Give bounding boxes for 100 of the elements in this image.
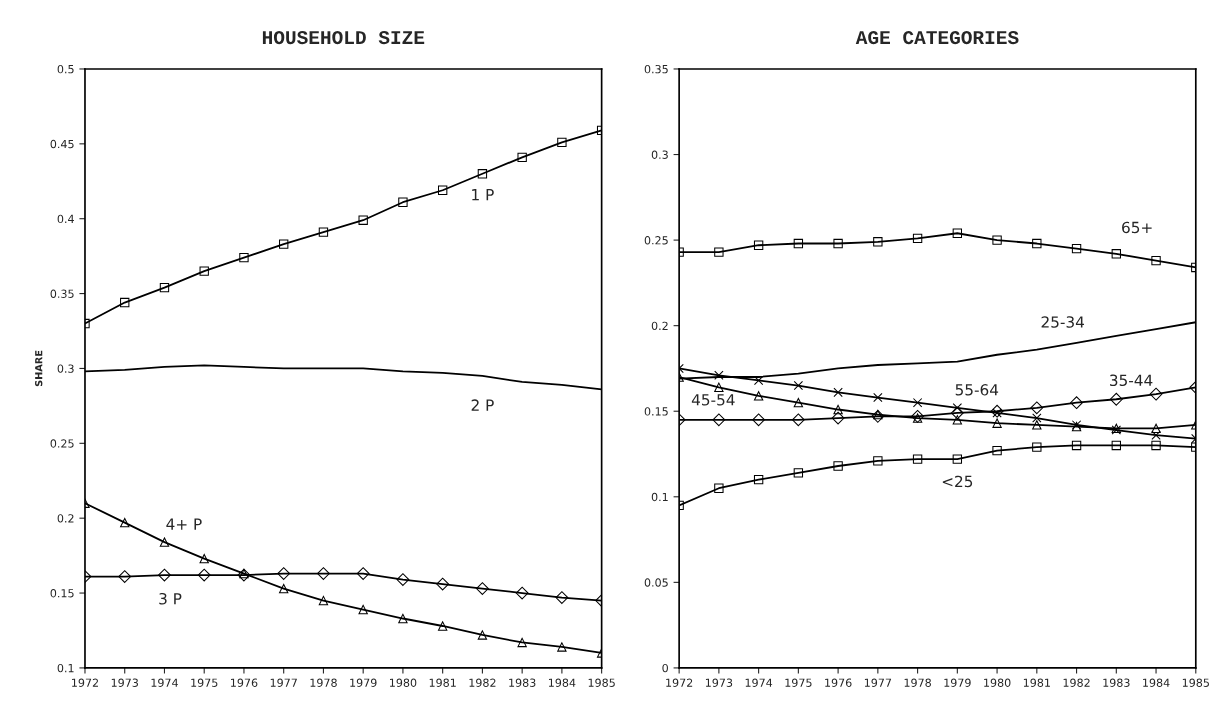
x-tick-label: 1979: [350, 678, 377, 687]
point: [992, 408, 1002, 418]
point: [398, 197, 408, 207]
point: [517, 152, 527, 162]
y-tick-label: 0.2: [651, 321, 668, 331]
point: [714, 247, 724, 257]
point: [1030, 401, 1044, 415]
point: [793, 380, 804, 391]
point: [833, 461, 843, 471]
point: [793, 468, 804, 478]
series-label: 3 P: [159, 592, 182, 605]
x-tick-label: 1980: [390, 678, 417, 687]
x-tick-label: 1983: [509, 678, 536, 687]
series-label: 25-34: [1041, 316, 1085, 328]
point: [475, 582, 489, 595]
x-tick-label: 1976: [231, 678, 258, 687]
y-tick-label: 0.35: [50, 289, 74, 298]
point: [318, 227, 329, 237]
point: [911, 409, 924, 423]
point: [118, 570, 132, 583]
point: [159, 282, 170, 293]
point: [912, 233, 923, 244]
series-label: 65+: [1122, 221, 1152, 234]
point: [317, 567, 330, 580]
x-tick-label: 1983: [1103, 678, 1130, 687]
y-axis-title: SHARE: [35, 350, 43, 387]
y-tick-label: 0.5: [57, 64, 74, 74]
point: [833, 238, 843, 249]
series-label: 45-54: [691, 394, 735, 406]
point: [1109, 392, 1123, 406]
point: [398, 613, 408, 624]
point: [239, 252, 249, 263]
point: [912, 397, 923, 408]
point: [1151, 423, 1161, 434]
point: [358, 604, 368, 615]
point: [1151, 255, 1161, 266]
point: [793, 238, 804, 249]
y-tick-label: 0.4: [57, 214, 74, 224]
point: [952, 228, 963, 238]
point: [950, 406, 964, 420]
point: [358, 215, 368, 225]
point: [873, 392, 883, 403]
x-tick-label: 1984: [548, 678, 576, 687]
x-tick-label: 1981: [429, 678, 456, 687]
x-tick-label: 1982: [469, 678, 496, 687]
point: [873, 237, 883, 247]
point: [517, 637, 527, 648]
point: [1071, 243, 1082, 254]
point: [356, 567, 370, 580]
x-tick-label: 1976: [825, 678, 852, 687]
point: [753, 240, 764, 250]
point: [1070, 396, 1083, 410]
point: [992, 235, 1002, 245]
y-tick-label: 0.25: [644, 236, 668, 245]
y-tick-label: 0.05: [644, 578, 668, 587]
x-tick-label: 1982: [1063, 678, 1090, 687]
point: [1032, 238, 1042, 249]
x-tick-label: 1974: [745, 678, 773, 687]
series-label: 55-64: [955, 384, 999, 396]
point: [753, 474, 764, 485]
x-tick-label: 1979: [944, 678, 971, 687]
y-tick-label: 0.1: [57, 663, 74, 673]
y-tick-label: 0.3: [651, 150, 668, 159]
point: [1149, 387, 1163, 401]
point: [952, 415, 963, 425]
point: [992, 445, 1002, 456]
point: [555, 591, 569, 604]
point: [199, 266, 209, 276]
x-tick-label: 1984: [1143, 678, 1170, 687]
point: [1111, 440, 1121, 451]
series-label: 35-44: [1110, 374, 1153, 387]
point: [159, 537, 170, 547]
x-tick-label: 1974: [151, 678, 178, 687]
point: [158, 568, 171, 582]
point: [279, 583, 289, 594]
x-tick-label: 1981: [1023, 678, 1050, 687]
point: [912, 413, 923, 423]
point: [873, 456, 883, 466]
point: [279, 239, 289, 249]
x-tick-label: 1972: [666, 678, 693, 687]
y-tick-label: 0.15: [644, 407, 668, 416]
point: [992, 418, 1002, 428]
point: [120, 517, 130, 528]
x-tick-label: 1977: [864, 678, 892, 687]
point: [714, 483, 724, 493]
y-tick-label: 0.25: [50, 439, 74, 448]
chart-title: HOUSEHOLD SIZE: [262, 30, 425, 45]
y-tick-label: 0.3: [57, 364, 74, 373]
point: [712, 413, 726, 427]
point: [477, 630, 488, 640]
point: [833, 404, 843, 415]
point: [1111, 249, 1121, 259]
y-tick-label: 0.2: [57, 514, 74, 523]
x-tick-label: 1985: [588, 678, 615, 687]
x-tick-label: 1973: [111, 678, 138, 687]
y-tick-label: 0.45: [50, 139, 74, 149]
x-tick-label: 1973: [705, 678, 733, 687]
x-tick-label: 1985: [1182, 678, 1209, 687]
point: [833, 387, 843, 398]
point: [990, 404, 1004, 418]
